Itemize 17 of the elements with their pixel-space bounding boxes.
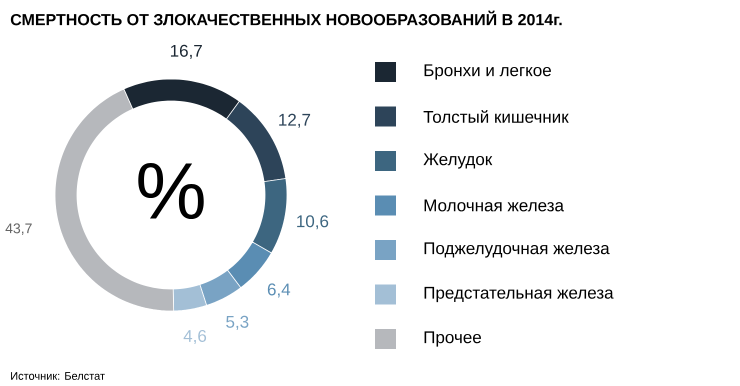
legend-label: Прочее	[424, 331, 481, 347]
data-label: 12,7	[279, 114, 310, 128]
legend-label: Бронхи и легкое	[424, 64, 551, 80]
chart-title: СМЕРТНОСТЬ ОТ ЗЛОКАЧЕСТВЕННЫХ НОВООБРАЗОВАНИЙ В 2014г.	[10, 10, 562, 26]
legend-label: Толстый кишечник	[424, 110, 569, 123]
data-label: 5,3	[226, 316, 248, 330]
legend-label: Желудок	[423, 153, 492, 169]
legend-label: Предстательная железа	[424, 286, 614, 302]
data-label: 10,6	[297, 215, 328, 230]
text: Источник: Белстат	[11, 372, 105, 380]
data-label: 6,4	[268, 283, 290, 298]
legend-label: Молочная железа	[424, 200, 564, 212]
legend-label: Поджелудочная железа	[424, 242, 610, 258]
data-label: 43,7	[6, 223, 32, 235]
data-label: 16,7	[170, 44, 202, 59]
text: %	[138, 163, 204, 219]
data-label: 4,6	[184, 330, 206, 344]
